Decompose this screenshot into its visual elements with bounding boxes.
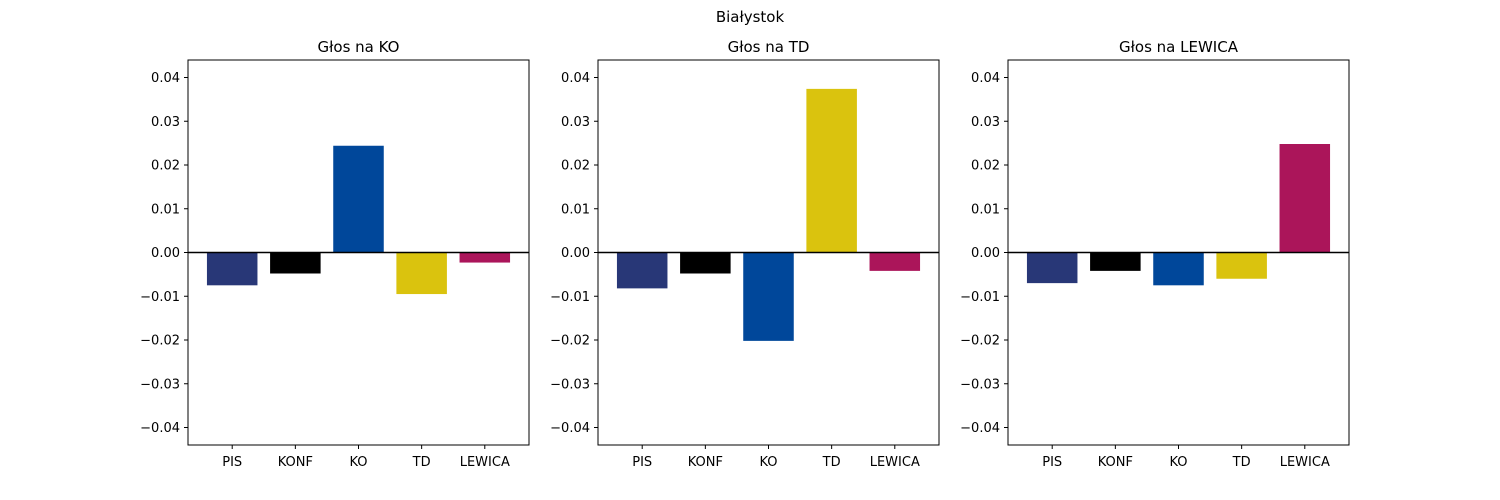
y-tick-label: −0.04 (550, 421, 590, 436)
y-tick-label: 0.00 (561, 246, 590, 261)
y-tick-label: 0.04 (971, 71, 1000, 86)
y-tick-label: 0.00 (971, 246, 1000, 261)
bar-pis (1026, 252, 1078, 284)
bar-konf (1090, 252, 1141, 271)
bar-td (396, 252, 447, 295)
panel-1: Głos na KO −0.04 −0.03 −0.02 −0.01 0.00 0.01 0.… (140, 38, 530, 470)
x-tick-label: KONF (278, 455, 313, 470)
bar-ko (333, 145, 384, 253)
y-tick-label: 0.04 (561, 71, 590, 86)
x-tick-label: KONF (688, 455, 723, 470)
y-tick-label: −0.04 (140, 421, 180, 436)
bar-konf (680, 252, 731, 274)
bar-pis (206, 252, 258, 286)
panel-2: Głos na TD −0.04 −0.03 −0.02 −0.01 0.00 0.01 0.… (550, 38, 940, 470)
bar-pis (616, 252, 668, 289)
x-tick-label: PIS (632, 455, 652, 470)
bar-td (1216, 252, 1267, 279)
panel-title: Głos na KO (318, 38, 400, 56)
y-tick-label: −0.02 (550, 334, 590, 349)
y-tick-label: −0.03 (550, 377, 590, 392)
x-tick-label: KO (349, 455, 367, 470)
x-tick-label: PIS (1042, 455, 1062, 470)
y-tick-label: 0.00 (151, 246, 180, 261)
y-tick-label: −0.03 (140, 377, 180, 392)
bar-ko (743, 252, 794, 341)
x-tick-label: TD (1232, 455, 1251, 470)
y-tick-label: −0.01 (550, 290, 590, 305)
bar-lewica (459, 252, 511, 263)
x-tick-label: PIS (222, 455, 242, 470)
y-tick-label: −0.03 (960, 377, 1000, 392)
y-tick-label: 0.03 (971, 115, 1000, 130)
y-tick-label: −0.01 (140, 290, 180, 305)
panel-3: Głos na LEWICA −0.04 −0.03 −0.02 −0.01 0.00 0.… (960, 38, 1350, 470)
bar-td (806, 88, 857, 253)
x-tick-label: LEWICA (460, 455, 510, 470)
y-tick-label: −0.02 (140, 334, 180, 349)
x-tick-label: LEWICA (1280, 455, 1330, 470)
y-tick-label: 0.01 (971, 202, 1000, 217)
bar-konf (270, 252, 321, 274)
figure-suptitle: Białystok (716, 8, 785, 26)
y-tick-label: 0.02 (151, 159, 180, 174)
x-tick-label: KO (1169, 455, 1187, 470)
panel-title: Głos na LEWICA (1119, 38, 1239, 56)
y-tick-label: 0.02 (971, 159, 1000, 174)
y-tick-label: 0.04 (151, 71, 180, 86)
x-tick-label: LEWICA (870, 455, 920, 470)
x-tick-label: TD (412, 455, 431, 470)
x-tick-label: KONF (1098, 455, 1133, 470)
y-tick-label: −0.02 (960, 334, 1000, 349)
y-tick-label: 0.03 (151, 115, 180, 130)
panel-title: Głos na TD (728, 38, 810, 56)
bar-ko (1153, 252, 1204, 286)
bar-lewica (869, 252, 921, 271)
bar-lewica (1279, 144, 1331, 253)
y-tick-label: 0.03 (561, 115, 590, 130)
y-tick-label: 0.01 (151, 202, 180, 217)
y-tick-label: 0.02 (561, 159, 590, 174)
y-tick-label: 0.01 (561, 202, 590, 217)
x-tick-label: KO (759, 455, 777, 470)
x-tick-label: TD (822, 455, 841, 470)
y-tick-label: −0.01 (960, 290, 1000, 305)
y-tick-label: −0.04 (960, 421, 1000, 436)
